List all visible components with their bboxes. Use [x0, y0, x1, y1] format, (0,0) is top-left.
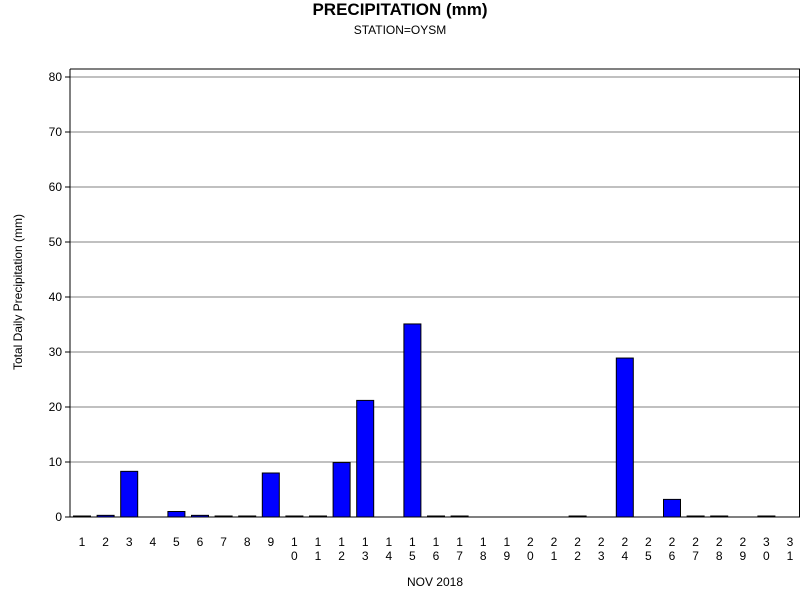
x-tick-label-12: 2: [338, 549, 345, 563]
x-tick-label-14: 1: [385, 535, 392, 549]
x-tick-label-27: 2: [692, 535, 699, 549]
x-tick-label-20: 2: [527, 535, 534, 549]
x-tick-label-22: 2: [574, 549, 581, 563]
x-axis-label: NOV 2018: [407, 575, 463, 589]
x-tick-label-26: 2: [669, 535, 676, 549]
y-tick-label: 60: [49, 180, 63, 194]
x-tick-label-19: 9: [503, 549, 510, 563]
y-tick-label: 30: [49, 345, 63, 359]
bar-day-24: [615, 357, 634, 518]
x-tick-label-1: 1: [79, 535, 86, 549]
x-tick-label-15: 5: [409, 549, 416, 563]
y-tick-label: 80: [49, 70, 63, 84]
x-tick-label-29: 9: [739, 549, 746, 563]
bar-day-5: [167, 511, 186, 518]
x-tick-label-2: 2: [102, 535, 109, 549]
x-tick-labels: 1 2 3 4 5 6 7 8 9 1011121314151617181920212223242…: [79, 535, 794, 563]
x-tick-label-11: 1: [315, 535, 322, 549]
x-tick-label-25: 2: [645, 535, 652, 549]
y-tick-labels: 0 10 20 30 40 50 60 70 80: [49, 70, 70, 524]
x-tick-label-3: 3: [126, 535, 133, 549]
x-tick-label-18: 8: [480, 549, 487, 563]
x-tick-label-19: 1: [503, 535, 510, 549]
x-tick-label-21: 2: [551, 535, 558, 549]
y-tick-label: 20: [49, 400, 63, 414]
x-tick-label-17: 1: [456, 535, 463, 549]
bar-day-13: [356, 399, 375, 518]
x-tick-label-23: 3: [598, 549, 605, 563]
x-tick-label-27: 7: [692, 549, 699, 563]
bar-day-26: [663, 498, 681, 518]
x-tick-label-8: 8: [244, 535, 251, 549]
x-tick-label-10: 1: [291, 535, 298, 549]
x-tick-label-16: 6: [433, 549, 440, 563]
x-tick-label-18: 1: [480, 535, 487, 549]
x-tick-label-31: 3: [787, 535, 794, 549]
x-tick-label-13: 1: [362, 535, 369, 549]
x-tick-label-21: 1: [551, 549, 558, 563]
x-tick-label-14: 4: [385, 549, 392, 563]
gridlines: [70, 76, 800, 463]
x-tick-label-5: 5: [173, 535, 180, 549]
x-tick-label-24: 4: [621, 549, 628, 563]
x-tick-label-9: 9: [267, 535, 274, 549]
x-tick-label-23: 2: [598, 535, 605, 549]
x-tick-label-10: 0: [291, 549, 298, 563]
bar-day-12: [332, 462, 351, 518]
y-tick-label: 70: [49, 125, 63, 139]
x-tick-label-24: 2: [621, 535, 628, 549]
y-tick-label: 10: [49, 455, 63, 469]
x-tick-label-13: 3: [362, 549, 369, 563]
x-tick-label-31: 1: [787, 549, 794, 563]
x-tick-label-7: 7: [220, 535, 227, 549]
x-tick-label-20: 0: [527, 549, 534, 563]
x-tick-label-15: 1: [409, 535, 416, 549]
x-tick-label-22: 2: [574, 535, 581, 549]
x-tick-label-4: 4: [149, 535, 156, 549]
y-axis-label: Total Daily Precipitation (mm): [11, 214, 25, 370]
bar-day-3: [120, 470, 139, 518]
x-tick-label-28: 2: [716, 535, 723, 549]
x-tick-label-25: 5: [645, 549, 652, 563]
x-tick-label-30: 3: [763, 535, 770, 549]
axes: [69, 68, 800, 518]
x-tick-label-26: 6: [669, 549, 676, 563]
chart-title: PRECIPITATION (mm): [312, 0, 488, 19]
x-tick-label-11: 1: [315, 549, 322, 563]
chart-subtitle: STATION=OYSM: [353, 23, 447, 37]
x-tick-label-28: 8: [716, 549, 723, 563]
y-tick-label: 50: [49, 235, 63, 249]
x-tick-label-17: 7: [456, 549, 463, 563]
x-tick-label-29: 2: [739, 535, 746, 549]
bar-day-9: [261, 472, 280, 518]
x-tick-label-12: 1: [338, 535, 345, 549]
bars: [73, 323, 776, 518]
y-tick-label: 40: [49, 290, 63, 304]
x-tick-label-16: 1: [433, 535, 440, 549]
x-tick-label-30: 0: [763, 549, 770, 563]
x-tick-label-6: 6: [197, 535, 204, 549]
y-tick-label: 0: [55, 510, 62, 524]
bar-day-15: [403, 323, 422, 518]
